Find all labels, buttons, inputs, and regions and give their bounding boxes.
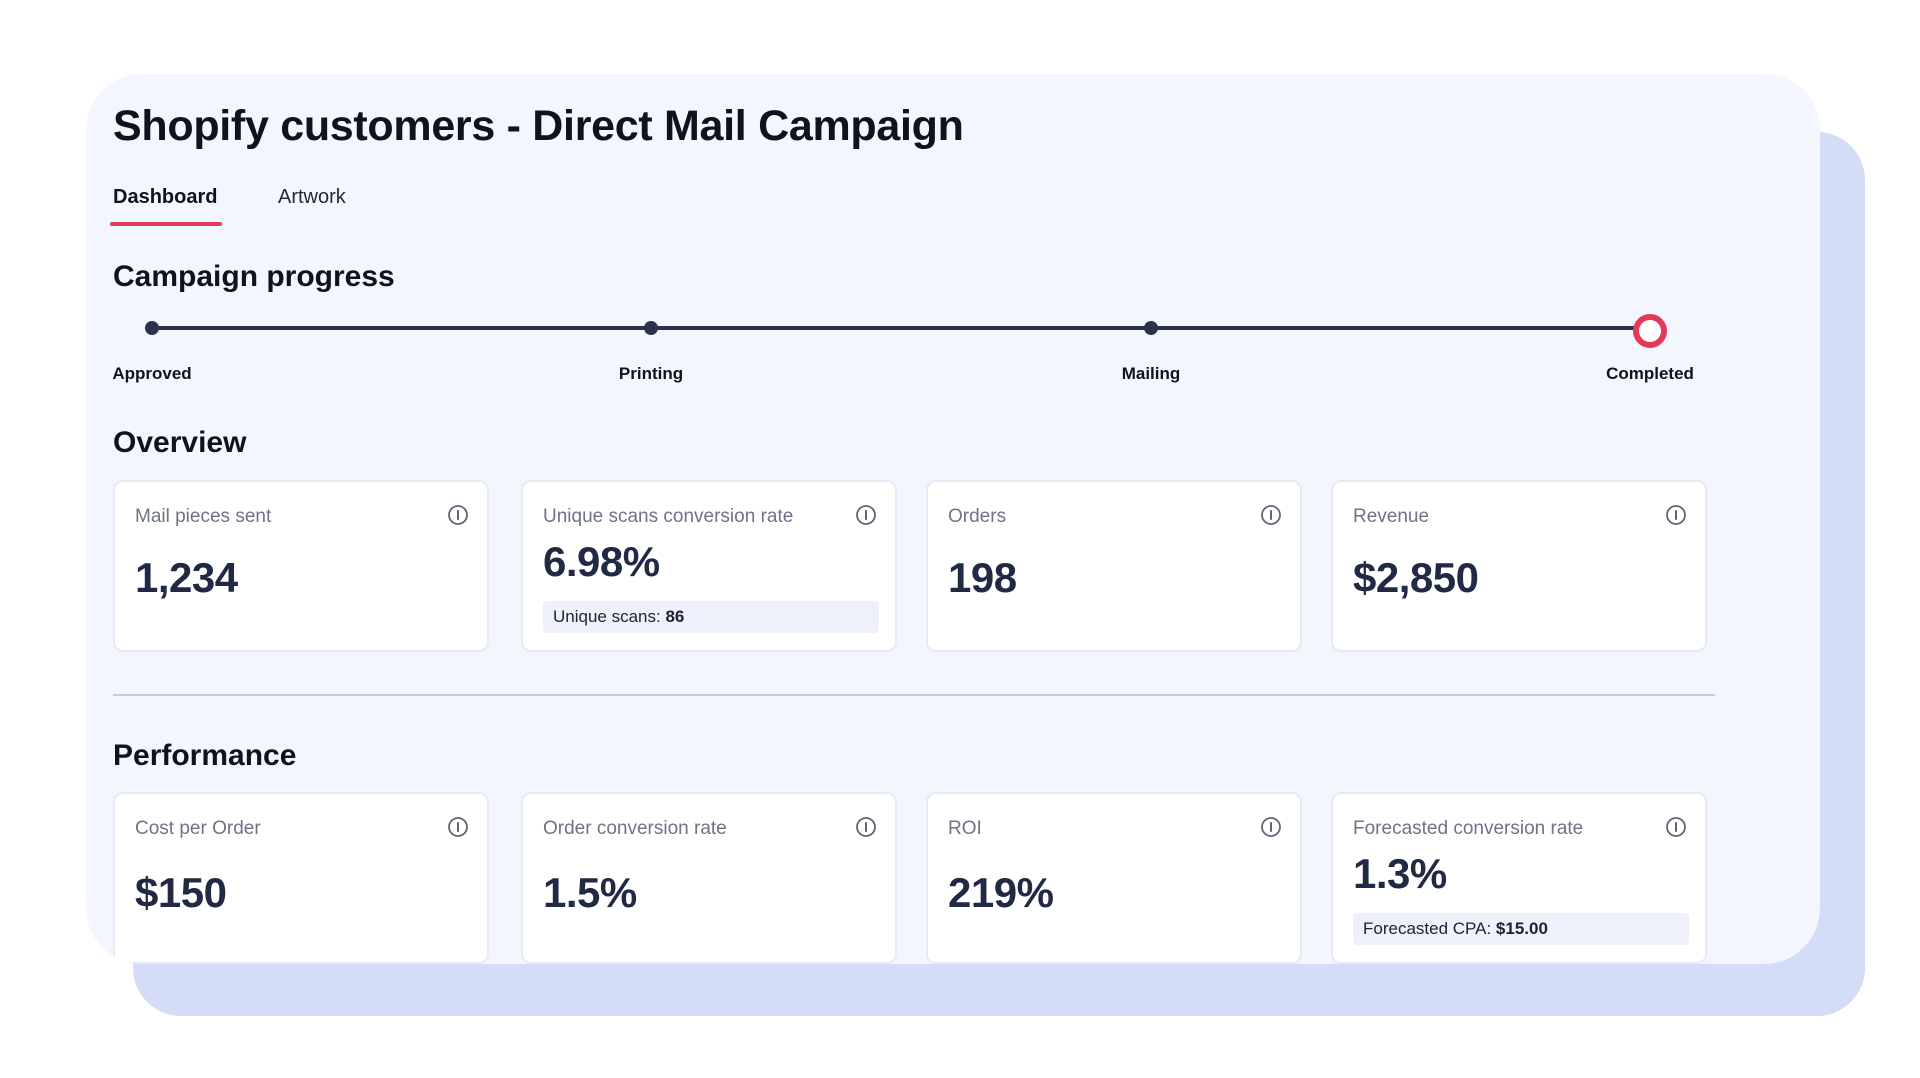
card-label: ROI [948,818,982,839]
order-conversion-rate-card: Order conversion rate 1.5% [521,792,897,964]
info-icon[interactable] [447,816,469,838]
performance-cards: Cost per Order $150 Order conversion rat… [113,792,1713,964]
step-label-approved: Approved [112,364,192,383]
campaign-panel: Shopify customers - Direct Mail Campaign… [86,74,1820,964]
card-label: Orders [948,506,1007,527]
orders-card: Orders 198 [926,480,1302,652]
tab-artwork[interactable]: Artwork [278,186,346,208]
forecasted-conversion-rate-card: Forecasted conversion rate 1.3% Forecast… [1331,792,1707,964]
mail-pieces-sent-card: Mail pieces sent 1,234 [113,480,489,652]
step-dot-mailing [1144,321,1158,335]
card-value: 6.98% [543,538,660,585]
step-dot-printing [644,321,658,335]
page-title: Shopify customers - Direct Mail Campaign [113,102,964,150]
info-icon[interactable] [1665,504,1687,526]
step-label-mailing: Mailing [1121,364,1181,383]
info-icon[interactable] [1260,816,1282,838]
sub-value: 86 [665,607,685,626]
step-dot-completed [1633,314,1667,348]
card-value: $150 [135,869,227,916]
progress-track [152,326,1650,330]
sub-label: Unique scans: [553,607,661,626]
unique-scans-conversion-card: Unique scans conversion rate 6.98% Uniqu… [521,480,897,652]
sub-label: Forecasted CPA: [1363,919,1492,938]
sub-value: $15.00 [1495,919,1548,938]
card-label: Unique scans conversion rate [543,506,794,527]
cost-per-order-card: Cost per Order $150 [113,792,489,964]
card-label: Revenue [1353,506,1430,527]
tab-dashboard[interactable]: Dashboard [113,186,218,208]
forecasted-cpa-detail: Forecasted CPA: $15.00 [1353,913,1689,945]
card-value: 1.3% [1353,850,1447,897]
active-tab-indicator [110,222,222,226]
card-value: $2,850 [1353,554,1479,601]
card-label: Cost per Order [135,818,261,839]
card-value: 198 [948,554,1017,601]
card-label: Order conversion rate [543,818,727,839]
overview-cards: Mail pieces sent 1,234 Unique scans conv… [113,480,1713,652]
info-icon[interactable] [1260,504,1282,526]
info-icon[interactable] [855,504,877,526]
campaign-progress-title: Campaign progress [113,260,395,293]
step-label-printing: Printing [618,364,684,383]
step-dot-approved [145,321,159,335]
card-value: 219% [948,869,1054,916]
roi-card: ROI 219% [926,792,1302,964]
revenue-card: Revenue $2,850 [1331,480,1707,652]
overview-title: Overview [113,426,247,459]
section-divider [113,694,1715,696]
info-icon[interactable] [1665,816,1687,838]
card-value: 1.5% [543,869,637,916]
info-icon[interactable] [447,504,469,526]
card-value: 1,234 [135,554,238,601]
step-label-completed: Completed [1606,364,1694,383]
info-icon[interactable] [855,816,877,838]
unique-scans-detail: Unique scans: 86 [543,601,879,633]
campaign-progress-tracker: Approved Printing Mailing Completed [112,306,1713,383]
card-label: Mail pieces sent [135,506,272,527]
card-label: Forecasted conversion rate [1353,818,1584,839]
performance-title: Performance [113,739,297,772]
